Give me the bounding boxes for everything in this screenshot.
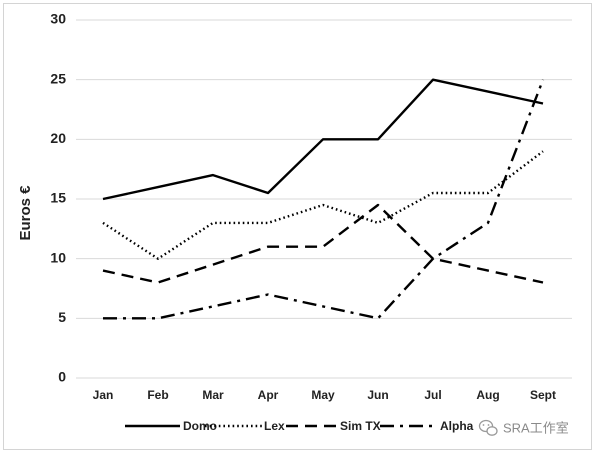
y-tick-label-5: 5 xyxy=(58,309,66,325)
grid-lines xyxy=(76,19,572,379)
x-tick-label-jan: Jan xyxy=(93,388,114,402)
legend-item-sim-tx: Sim TX xyxy=(286,419,381,433)
x-tick-label-may: May xyxy=(311,388,335,402)
y-axis-ticks: 0 5 10 15 20 25 30 xyxy=(50,11,66,385)
x-tick-label-mar: Mar xyxy=(202,388,224,402)
legend-label-domo: Domo xyxy=(183,419,217,433)
watermark: SRA工作室 xyxy=(478,419,569,436)
wechat-icon xyxy=(478,419,498,436)
series-line-sim-tx xyxy=(102,203,544,284)
legend-item-domo: Domo xyxy=(125,419,217,433)
series-line-domo xyxy=(102,78,544,201)
y-tick-label-10: 10 xyxy=(50,249,66,265)
series-line-lex xyxy=(102,150,544,260)
y-tick-label-0: 0 xyxy=(58,369,66,385)
series-line-alpha xyxy=(103,79,545,320)
x-tick-label-apr: Apr xyxy=(258,388,279,402)
legend-label-sim-tx: Sim TX xyxy=(340,419,381,433)
watermark-text: SRA工作室 xyxy=(503,420,569,435)
x-tick-label-aug: Aug xyxy=(476,388,499,402)
legend-label-lex: Lex xyxy=(264,419,285,433)
legend-item-alpha: Alpha xyxy=(380,419,474,433)
x-tick-label-jun: Jun xyxy=(367,388,388,402)
legend: Domo Lex Sim TX Alpha xyxy=(125,419,474,433)
x-tick-label-feb: Feb xyxy=(147,388,168,402)
legend-item-lex: Lex xyxy=(205,419,285,433)
x-tick-label-sept: Sept xyxy=(530,388,556,402)
chart-frame xyxy=(3,3,592,450)
x-axis-ticks: Jan Feb Mar Apr May Jun Jul Aug Sept xyxy=(93,388,556,402)
y-axis-label: Euros € xyxy=(17,185,34,241)
y-tick-label-20: 20 xyxy=(50,130,66,146)
x-tick-label-jul: Jul xyxy=(424,388,441,402)
legend-label-alpha: Alpha xyxy=(440,419,474,433)
y-tick-label-25: 25 xyxy=(50,70,66,86)
y-tick-label-15: 15 xyxy=(50,190,66,206)
series-lines xyxy=(102,78,545,320)
y-tick-label-30: 30 xyxy=(50,11,66,27)
